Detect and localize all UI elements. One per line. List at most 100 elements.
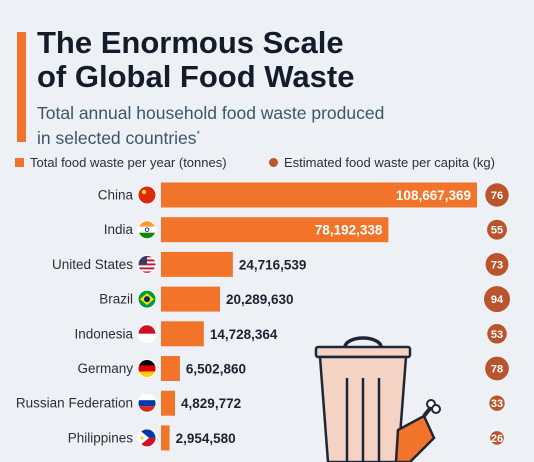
china-flag-icon (137, 185, 157, 205)
subtitle-line-1: Total annual household food waste produc… (37, 103, 385, 123)
per-capita-bubble (489, 395, 505, 411)
per-capita-bubble (484, 286, 510, 313)
philippines-flag-red (138, 437, 156, 447)
bar-value-label: 14,728,364 (210, 327, 278, 342)
category-label: Russian Federation (16, 396, 133, 411)
indonesia-flag-icon (137, 324, 157, 344)
flag-rim (137, 185, 157, 205)
flag-shapes (138, 394, 156, 413)
flag-rim (137, 359, 157, 378)
china-flag-star (141, 189, 147, 195)
bar (161, 217, 389, 243)
russia-flag-white (138, 394, 156, 401)
usa-flag-stripe (138, 267, 156, 270)
germany-flag-icon (137, 359, 157, 378)
legend-swatch-bar (15, 158, 24, 167)
bar-row: India 78,192,338 55 (104, 217, 507, 243)
indonesia-flag-white (138, 333, 156, 343)
brazil-flag-icon (137, 289, 157, 309)
legend-swatch-bubble (269, 158, 278, 167)
bar (161, 321, 204, 347)
category-label: India (104, 222, 134, 237)
bar (161, 356, 180, 381)
per-capita-label: 55 (491, 225, 503, 237)
bar-row: Germany 6,502,860 78 (77, 356, 509, 381)
footnote-mark: * (196, 129, 201, 139)
per-capita-bubble (485, 252, 509, 276)
per-capita-label: 73 (491, 259, 503, 271)
flag-rim (137, 254, 157, 274)
flag-shapes (138, 359, 156, 378)
per-capita-bubble (485, 356, 509, 381)
per-capita-label: 94 (491, 294, 504, 306)
germany-flag-gold (138, 371, 156, 378)
flag-shapes (138, 255, 156, 274)
flag-rim (137, 393, 157, 413)
bar-value-label: 24,716,539 (239, 257, 307, 272)
flag-shapes (138, 290, 156, 309)
russia-flag-red (138, 406, 156, 413)
bar-value-label: 4,829,772 (181, 396, 241, 411)
category-label: China (98, 188, 134, 203)
philippines-flag-blue (138, 428, 156, 438)
bar-row: United States 24,716,539 73 (52, 251, 509, 277)
bar-row: Philippines 2,954,580 26 (68, 425, 504, 451)
legend-item-per-capita: Estimated food waste per capita (kg) (269, 155, 495, 170)
philippines-flag-sun (140, 436, 144, 440)
bar (161, 182, 477, 208)
usa-flag-canton (138, 255, 147, 265)
per-capita-bubble (485, 183, 509, 207)
title-accent-bar (17, 32, 26, 142)
category-label: Indonesia (74, 326, 133, 341)
bar-row: Brazil 20,289,630 94 (99, 286, 510, 313)
brazil-flag-globe (144, 296, 150, 303)
flag-shapes (138, 324, 156, 343)
flag-rim (137, 289, 157, 309)
usa-flag-icon (137, 254, 157, 274)
per-capita-bubble (490, 431, 504, 445)
bar (161, 286, 221, 312)
subtitle-line-2: in selected countries (37, 127, 197, 148)
flag-rim (137, 220, 157, 240)
title-line-2: of Global Food Waste (37, 59, 355, 94)
bar-value-label: 6,502,860 (186, 362, 246, 377)
bar-value-label: 78,192,338 (315, 223, 383, 238)
india-flag-white (138, 226, 156, 233)
bar (161, 251, 233, 277)
germany-flag-black (138, 359, 156, 366)
per-capita-label: 53 (491, 329, 503, 341)
per-capita-label: 33 (491, 398, 503, 410)
category-label: Brazil (99, 292, 133, 307)
per-capita-label: 26 (491, 433, 503, 445)
india-flag-saffron (138, 220, 156, 227)
category-label: United States (52, 257, 133, 272)
bar (161, 425, 170, 451)
title-line-1: The Enormous Scale (37, 25, 344, 60)
bar-row: China 108,667,369 76 (98, 182, 509, 208)
flag-shapes (138, 186, 156, 204)
flag-shapes (138, 428, 156, 447)
flag-rim (137, 428, 157, 448)
bar-value-label: 20,289,630 (226, 292, 294, 307)
bar-row: Indonesia 14,728,364 53 (74, 321, 507, 347)
flag-rim (137, 324, 157, 344)
category-label: Germany (77, 361, 133, 376)
india-flag-icon (137, 220, 157, 240)
flag-shapes (138, 220, 156, 239)
chart-title: The Enormous Scale of Global Food Waste (37, 26, 354, 94)
bar-value-label: 108,667,369 (396, 188, 471, 203)
indonesia-flag-red (138, 324, 156, 334)
legend-item-total: Total food waste per year (tonnes) (15, 155, 227, 170)
chart-subtitle: Total annual household food waste produc… (37, 103, 384, 149)
per-capita-bubble (487, 324, 507, 344)
per-capita-label: 78 (491, 364, 503, 376)
legend-label-total: Total food waste per year (tonnes) (30, 155, 227, 170)
legend-label-per-capita: Estimated food waste per capita (kg) (284, 155, 495, 170)
per-capita-bubble (487, 219, 507, 240)
trash-bin-icon (314, 336, 441, 462)
india-flag-green (138, 232, 156, 239)
germany-flag-red (138, 365, 156, 372)
bar-row: Russian Federation 4,829,772 33 (16, 390, 505, 416)
russia-flag-icon (137, 393, 157, 413)
